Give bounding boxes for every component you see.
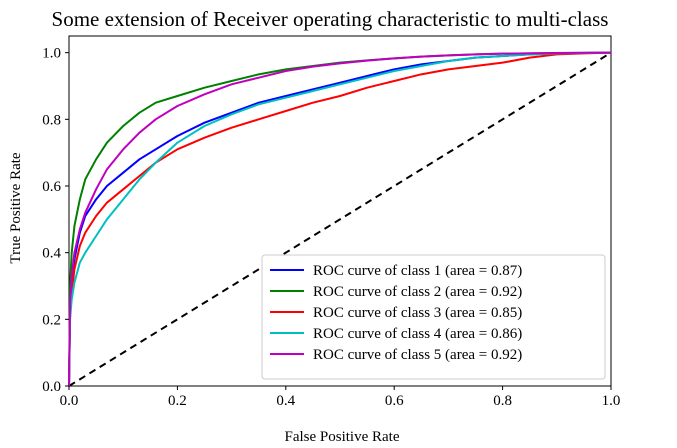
series-layer <box>68 51 612 387</box>
legend-label-class-1: ROC curve of class 1 (area = 0.87) <box>313 263 522 279</box>
legend-label-class-3: ROC curve of class 3 (area = 0.85) <box>313 305 522 321</box>
y-tick-label: 0.6 <box>42 179 61 195</box>
x-axis-label: False Positive Rate <box>285 429 400 445</box>
x-tick-label: 0.4 <box>276 393 295 409</box>
plot-area <box>68 35 612 387</box>
x-tick-label: 0.6 <box>385 393 404 409</box>
y-tick-label: 0.8 <box>42 112 61 128</box>
legend-label-class-2: ROC curve of class 2 (area = 0.92) <box>313 284 522 300</box>
x-tick-label: 0.2 <box>168 393 187 409</box>
y-tick-label: 1.0 <box>42 46 61 62</box>
legend-label-class-4: ROC curve of class 4 (area = 0.86) <box>313 326 522 342</box>
roc-curve-class-5 <box>68 51 612 387</box>
legend-items: ROC curve of class 1 (area = 0.87) ROC cu… <box>270 263 522 363</box>
x-tick-label: 1.0 <box>602 393 621 409</box>
y-axis-label: True Positive Rate <box>8 152 24 263</box>
roc-curve-class-4 <box>68 51 612 387</box>
x-tick-label: 0.8 <box>493 393 512 409</box>
y-tick-label: 0.2 <box>42 312 61 328</box>
x-tick-label: 0.0 <box>60 393 79 409</box>
roc-curve-class-3 <box>68 51 612 387</box>
y-axis-ticks: 0.0 0.2 0.4 0.6 0.8 1.0 <box>42 46 69 395</box>
legend: ROC curve of class 1 (area = 0.87) ROC cu… <box>261 254 606 380</box>
reference-layer <box>68 51 612 387</box>
y-tick-label: 0.0 <box>42 379 61 395</box>
chance-line <box>68 51 612 387</box>
chart-title: Some extension of Receiver operating cha… <box>52 7 609 31</box>
axes-frame <box>68 35 612 387</box>
y-tick-label: 0.4 <box>42 246 61 262</box>
legend-label-class-5: ROC curve of class 5 (area = 0.92) <box>313 347 522 363</box>
x-axis-ticks: 0.0 0.2 0.4 0.6 0.8 1.0 <box>60 386 621 409</box>
legend-box <box>261 254 606 380</box>
